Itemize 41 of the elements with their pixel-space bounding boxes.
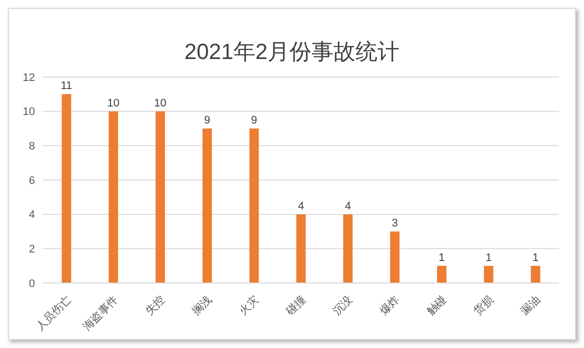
y-tick-label: 2 (28, 244, 35, 256)
data-label: 3 (392, 218, 398, 230)
x-tick-label: 搁浅 (190, 293, 214, 318)
x-tick-label: 失控 (142, 293, 168, 318)
x-tick-label: 海盗事件 (80, 293, 121, 334)
data-label: 1 (532, 252, 539, 264)
data-label: 4 (344, 200, 351, 212)
data-label: 9 (251, 114, 258, 126)
bar (156, 111, 165, 283)
bar (249, 128, 259, 283)
data-label: 1 (438, 252, 445, 264)
data-label: 9 (204, 114, 210, 126)
bar (437, 266, 446, 283)
bar (296, 214, 306, 283)
y-tick-label: 4 (28, 209, 35, 222)
data-label: 10 (107, 97, 120, 110)
y-tick-label: 12 (22, 72, 35, 84)
x-tick-label: 货损 (472, 294, 496, 318)
chart-title: 2021年2月份事故统计 (183, 38, 401, 66)
x-tick-label: 沉没 (331, 294, 356, 318)
y-tick-label: 0 (28, 278, 35, 290)
bar (530, 266, 540, 283)
y-tick-label: 10 (22, 106, 35, 118)
data-label: 11 (60, 80, 72, 92)
bar (343, 214, 353, 283)
x-tick-label: 漏油 (518, 293, 543, 318)
data-label: 4 (298, 200, 304, 212)
x-tick-label: 火灾 (236, 293, 262, 318)
bar (108, 111, 118, 283)
bar (484, 266, 494, 283)
x-tick-label: 爆炸 (378, 294, 402, 318)
bar (202, 128, 212, 283)
data-label: 10 (154, 97, 166, 110)
data-label: 1 (486, 252, 492, 264)
y-tick-label: 6 (28, 174, 35, 187)
y-tick-label: 8 (28, 140, 35, 153)
bar (390, 232, 400, 283)
x-tick-label: 触碰 (424, 294, 449, 318)
bar (62, 94, 72, 283)
x-tick-label: 碰撞 (282, 293, 308, 318)
x-tick-label: 人员伤亡 (33, 293, 74, 334)
